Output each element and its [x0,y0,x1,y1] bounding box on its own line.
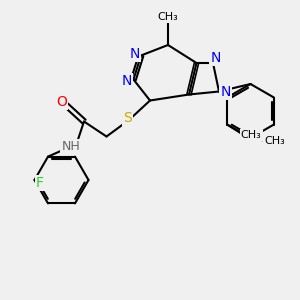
Text: N: N [122,74,132,88]
Text: NH: NH [62,140,80,154]
Text: N: N [220,85,231,98]
Text: N: N [211,51,221,64]
Text: CH₃: CH₃ [264,136,285,146]
Text: F: F [36,176,44,190]
Text: O: O [56,95,67,109]
Text: N: N [129,47,140,61]
Text: S: S [123,112,132,125]
Text: CH₃: CH₃ [158,12,178,22]
Text: CH₃: CH₃ [241,130,262,140]
